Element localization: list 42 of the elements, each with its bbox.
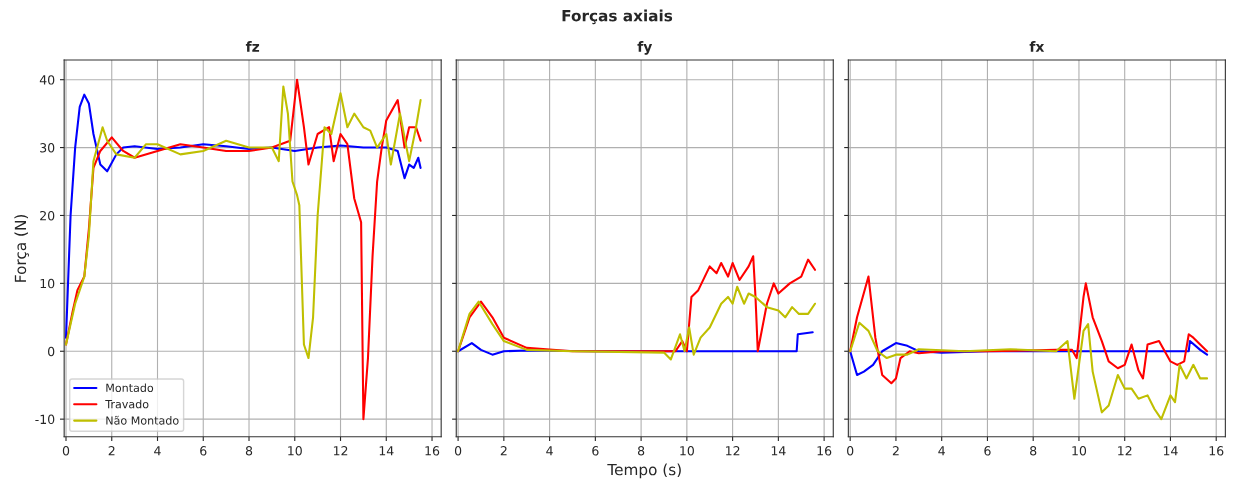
x-tick-label: 14	[771, 446, 786, 456]
x-tick-label: 10	[680, 446, 694, 456]
x-tick-label: 4	[938, 446, 945, 456]
x-tick-label: 16	[1209, 446, 1224, 456]
x-tick-label: 10	[288, 446, 302, 456]
x-tick-label: 0	[454, 446, 462, 456]
x-tick-label: 12	[333, 446, 348, 456]
x-tick-label: 0	[847, 446, 854, 456]
y-tick-label: 0	[48, 346, 55, 357]
x-tick-label: 16	[425, 446, 440, 456]
y-tick-label: 10	[40, 278, 55, 289]
x-tick-label: 6	[984, 446, 991, 456]
x-tick-label: 12	[1118, 446, 1132, 456]
x-tick-label: 8	[1030, 446, 1037, 456]
x-tick-label: 8	[637, 446, 645, 456]
x-tick-label: 14	[379, 446, 394, 456]
x-tick-label: 2	[892, 446, 899, 456]
x-tick-label: 8	[245, 446, 253, 456]
y-tick-label: -10	[35, 414, 55, 425]
y-tick-label: 30	[40, 143, 55, 153]
x-tick-label: 14	[1163, 446, 1178, 456]
x-tick-label: 2	[500, 446, 507, 456]
x-tick-label: 2	[108, 446, 115, 456]
x-tick-label: 4	[154, 446, 161, 456]
legend-label: Montado	[106, 383, 154, 393]
x-tick-label: 10	[1072, 446, 1087, 456]
y-tick-label: 40	[39, 75, 55, 85]
x-tick-label: 6	[592, 446, 599, 456]
x-tick-label: 6	[200, 446, 207, 456]
legend-label: Não Montado	[106, 415, 179, 425]
y-tick-label: 20	[40, 210, 55, 221]
chart-title: fx	[1029, 41, 1045, 52]
text: Forças axiais	[562, 9, 673, 25]
x-axis-title: Tempo (s)	[607, 463, 681, 479]
x-tick-label: 16	[817, 446, 832, 456]
chart-title: fy	[637, 41, 653, 55]
y-axis-title: Força (N)	[14, 214, 29, 282]
chart-title: fz	[245, 41, 260, 52]
legend-label: Travado	[105, 399, 149, 409]
x-tick-label: 4	[546, 446, 553, 456]
x-tick-label: 12	[726, 446, 740, 456]
x-tick-label: 0	[62, 446, 70, 456]
